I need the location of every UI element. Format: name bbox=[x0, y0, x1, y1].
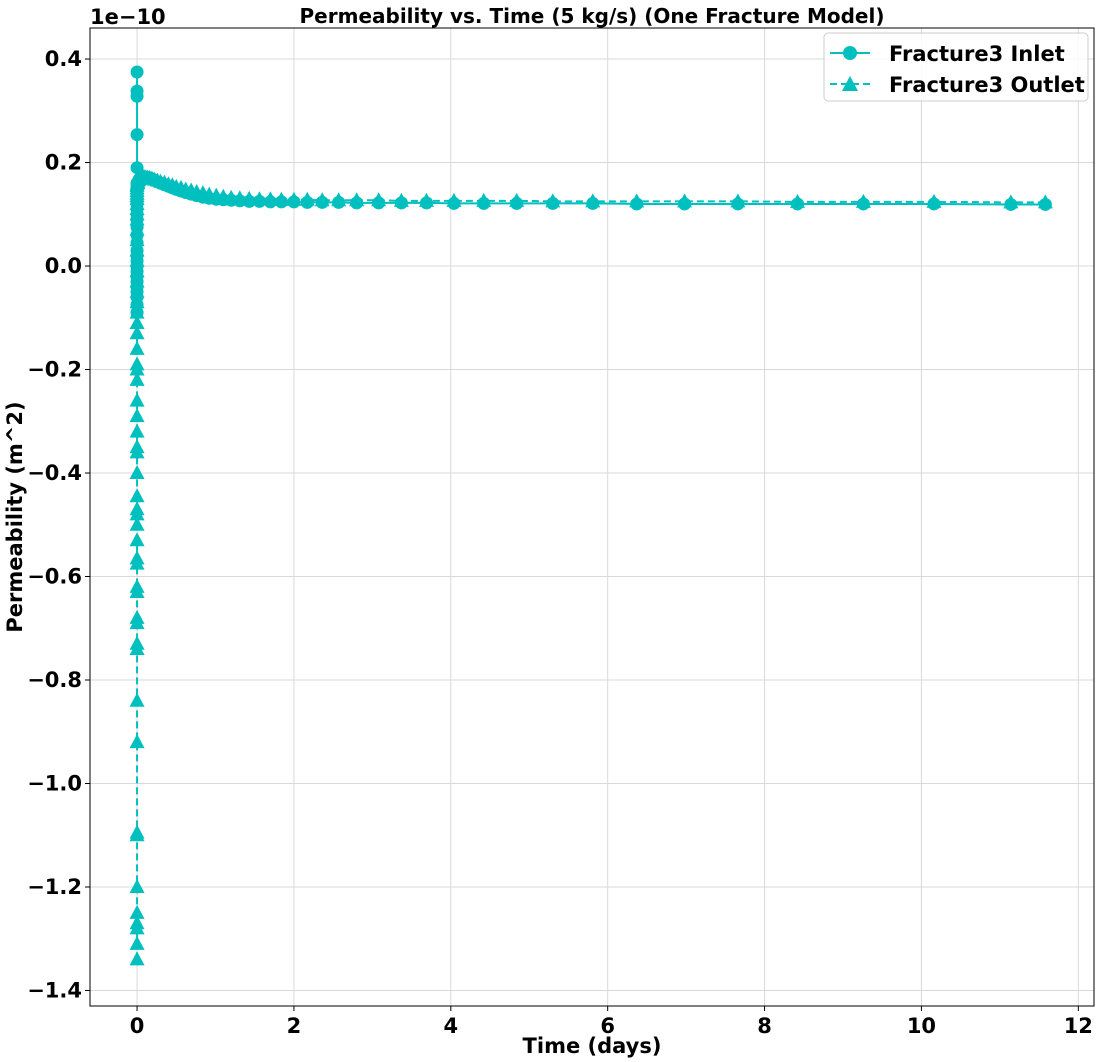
data-point bbox=[350, 196, 364, 210]
data-point bbox=[129, 325, 145, 340]
x-axis-label: Time (days) bbox=[523, 1034, 662, 1058]
data-point bbox=[129, 635, 145, 650]
data-point bbox=[129, 904, 145, 919]
y-tick-label: 0.4 bbox=[45, 47, 82, 71]
data-point bbox=[447, 196, 461, 210]
data-point bbox=[129, 734, 145, 749]
data-point bbox=[1038, 197, 1052, 211]
data-point bbox=[129, 356, 145, 371]
legend-label-outlet: Fracture3 Outlet bbox=[889, 73, 1085, 97]
data-point bbox=[252, 194, 266, 208]
chart-title: Permeability vs. Time (5 kg/s) (One Frac… bbox=[300, 4, 885, 28]
x-tick-label: 12 bbox=[1064, 1014, 1093, 1038]
legend-label-inlet: Fracture3 Inlet bbox=[889, 42, 1065, 66]
x-tick-label: 2 bbox=[287, 1014, 302, 1038]
y-tick-label: 0.2 bbox=[45, 151, 82, 175]
data-point bbox=[129, 550, 145, 565]
data-point bbox=[130, 128, 144, 142]
x-tick-label: 8 bbox=[757, 1014, 772, 1038]
data-point bbox=[129, 501, 145, 516]
data-point bbox=[129, 465, 145, 480]
data-point bbox=[129, 824, 145, 839]
data-point bbox=[477, 196, 491, 210]
data-point bbox=[274, 195, 288, 209]
data-point bbox=[510, 196, 524, 210]
y-tick-label: −1.0 bbox=[27, 771, 82, 795]
data-point bbox=[300, 195, 314, 209]
x-tick-label: 4 bbox=[444, 1014, 459, 1038]
data-point bbox=[129, 392, 145, 407]
y-tick-label: 0.0 bbox=[45, 254, 82, 278]
data-point bbox=[731, 197, 745, 211]
x-tick-label: 10 bbox=[907, 1014, 936, 1038]
ticks: 0 2 4 6 8 10 12 0.4 0.2 0.0 −0.2 −0.4 −0.6 −0.8 −1.0 −1… bbox=[27, 47, 1093, 1038]
y-axis-label: Permeability (m^2) bbox=[3, 401, 27, 632]
data-point bbox=[233, 194, 247, 208]
data-point bbox=[130, 161, 144, 175]
data-point bbox=[394, 196, 408, 210]
data-point bbox=[129, 915, 145, 930]
data-point bbox=[129, 532, 145, 547]
data-point bbox=[129, 488, 145, 503]
series-layer bbox=[129, 65, 1053, 966]
data-point bbox=[129, 578, 145, 593]
data-point bbox=[129, 951, 145, 966]
data-point bbox=[315, 195, 329, 209]
data-point bbox=[130, 306, 144, 320]
y-tick-label: −0.2 bbox=[27, 358, 82, 382]
legend-box bbox=[823, 32, 1089, 102]
data-point bbox=[791, 197, 805, 211]
data-point bbox=[372, 196, 386, 210]
data-point bbox=[129, 423, 145, 438]
data-point bbox=[129, 439, 145, 454]
data-point bbox=[1004, 197, 1018, 211]
data-point bbox=[129, 371, 145, 386]
data-point bbox=[129, 314, 145, 329]
y-tick-label: −0.6 bbox=[27, 565, 82, 589]
data-point bbox=[242, 194, 256, 208]
data-point bbox=[129, 935, 145, 950]
data-point bbox=[927, 197, 941, 211]
data-point bbox=[129, 516, 145, 531]
data-point bbox=[129, 878, 145, 893]
data-point bbox=[129, 692, 145, 707]
grid bbox=[90, 28, 1094, 1006]
data-point bbox=[856, 197, 870, 211]
data-point bbox=[420, 196, 433, 210]
data-point bbox=[129, 609, 145, 624]
plot-frame bbox=[89, 27, 1095, 1007]
data-point bbox=[287, 195, 301, 209]
legend-marker-inlet bbox=[843, 46, 857, 60]
data-point bbox=[129, 340, 145, 355]
y-tick-label: −1.2 bbox=[27, 875, 82, 899]
y-offset-text: 1e−10 bbox=[90, 5, 166, 29]
y-tick-label: −1.4 bbox=[27, 978, 82, 1002]
y-tick-label: −0.4 bbox=[27, 461, 82, 485]
legend: Fracture3 Inlet Fracture3 Outlet bbox=[823, 32, 1089, 102]
data-point bbox=[678, 197, 692, 211]
data-point bbox=[130, 89, 144, 103]
data-point bbox=[130, 65, 144, 79]
x-tick-label: 0 bbox=[130, 1014, 145, 1038]
data-point bbox=[332, 195, 346, 209]
y-tick-label: −0.8 bbox=[27, 668, 82, 692]
data-point bbox=[630, 197, 644, 211]
x-tick-label: 6 bbox=[600, 1014, 615, 1038]
data-point bbox=[263, 195, 277, 209]
legend-marker-outlet bbox=[842, 76, 858, 91]
data-point bbox=[129, 408, 145, 423]
data-point bbox=[586, 196, 600, 210]
data-point bbox=[546, 196, 560, 210]
